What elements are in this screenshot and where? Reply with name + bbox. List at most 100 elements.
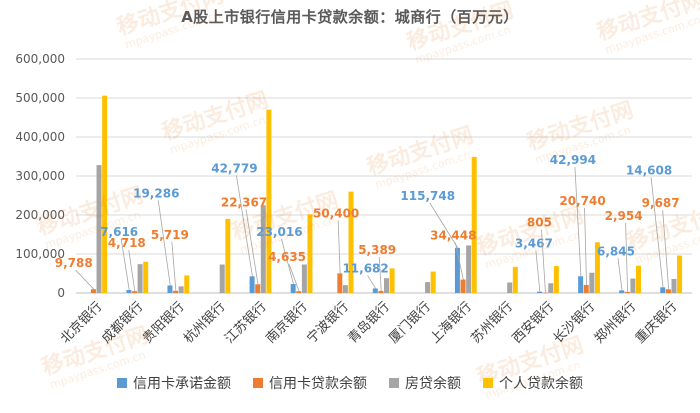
bar-重庆银行-2: [671, 278, 677, 293]
bar-江苏银行-3: [266, 109, 272, 293]
data-label-leader: [281, 238, 294, 285]
y-tick-label: 100,000: [15, 247, 65, 261]
data-label: 14,608: [626, 163, 672, 177]
y-tick-label: 0: [57, 286, 65, 300]
bar-郑州银行-1: [624, 291, 630, 293]
data-label-leader: [367, 275, 376, 289]
bar-杭州银行-2: [219, 264, 225, 293]
bar-成都银行-2: [137, 264, 143, 293]
data-label: 23,016: [256, 225, 302, 239]
y-tick-label: 200,000: [15, 208, 65, 222]
y-tick-label: 400,000: [15, 130, 65, 144]
data-label-leader: [245, 209, 259, 285]
bar-南京银行-3: [307, 214, 313, 293]
data-label-leader: [120, 238, 130, 291]
bar-宁波银行-1: [337, 273, 343, 293]
bar-贵阳银行-2: [178, 286, 184, 293]
bar-贵阳银行-3: [184, 275, 190, 293]
bar-江苏银行-0: [249, 276, 255, 293]
data-label: 9,788: [55, 256, 93, 270]
x-tick-label: 江苏银行: [222, 299, 270, 347]
data-label-leader: [454, 242, 464, 280]
x-tick-label: 厦门银行: [387, 299, 434, 346]
bar-长沙银行-3: [594, 242, 600, 293]
data-label: 7,616: [100, 225, 138, 239]
bar-上海银行-2: [466, 245, 472, 293]
data-label-leader: [584, 207, 587, 285]
data-label-leader: [128, 250, 136, 292]
data-label-leader: [378, 256, 382, 291]
bar-南京银行-0: [290, 284, 296, 293]
data-label-leader: [662, 210, 670, 290]
x-tick-label: 宁波银行: [304, 299, 352, 347]
legend-swatch: [253, 378, 263, 388]
bar-上海银行-0: [454, 247, 460, 293]
data-label-leader: [535, 250, 541, 292]
data-label-leader: [288, 264, 300, 292]
data-label: 11,682: [342, 261, 388, 275]
legend-item: 个人贷款余额: [483, 373, 583, 393]
data-label-leader: [541, 229, 546, 293]
bar-北京银行-1: [90, 289, 96, 293]
legend-item: 房贷余额: [389, 373, 461, 393]
data-label: 4,635: [268, 250, 306, 264]
legend-label: 个人贷款余额: [499, 376, 583, 392]
data-label-leader: [429, 202, 459, 249]
legend-swatch: [389, 378, 399, 388]
data-label-leader: [574, 167, 582, 277]
data-label: 805: [527, 216, 552, 230]
bar-青岛银行-1: [378, 290, 384, 293]
bar-江苏银行-2: [260, 205, 266, 293]
x-tick-label: 南京银行: [263, 299, 311, 347]
bar-杭州银行-3: [225, 218, 231, 293]
bar-北京银行-2: [96, 165, 102, 293]
legend-item: 信用卡贷款余额: [253, 373, 367, 393]
data-label-leader: [236, 175, 253, 277]
x-tick-label: 苏州银行: [468, 299, 516, 347]
bar-郑州银行-2: [630, 278, 636, 293]
legend-swatch: [483, 378, 493, 388]
bar-西安银行-2: [548, 283, 554, 293]
bar-北京银行-3: [102, 95, 108, 293]
bar-郑州银行-3: [636, 265, 641, 293]
data-label: 34,448: [430, 229, 476, 243]
legend-item: 信用卡承诺金额: [117, 373, 231, 393]
bar-重庆银行-1: [665, 289, 671, 293]
data-label-leader: [617, 258, 623, 291]
data-label-leader: [171, 241, 177, 291]
x-tick-label: 杭州银行: [181, 299, 228, 346]
data-label: 5,389: [358, 243, 396, 257]
data-label: 20,740: [559, 194, 605, 208]
bar-重庆银行-0: [660, 287, 666, 293]
x-tick-label: 重庆银行: [632, 299, 680, 347]
bar-成都银行-1: [132, 291, 137, 293]
x-tick-label: 青岛银行: [345, 299, 393, 347]
data-label: 22,367: [221, 195, 267, 209]
data-label: 19,286: [133, 186, 179, 200]
y-tick-label: 500,000: [15, 91, 65, 105]
data-label: 5,719: [151, 228, 189, 242]
data-label: 4,718: [108, 236, 146, 250]
chart-title: A股上市银行信用卡贷款余额：城商行（百万元）: [181, 8, 519, 26]
data-label: 6,845: [597, 244, 635, 258]
bar-贵阳银行-0: [167, 285, 173, 293]
bar-宁波银行-3: [348, 191, 354, 293]
data-label-leader: [650, 177, 664, 288]
bar-西安银行-3: [553, 266, 559, 293]
bar-厦门银行-3: [430, 271, 436, 293]
data-label-leader: [157, 200, 171, 286]
data-label: 3,467: [515, 237, 553, 251]
bar-厦门银行-2: [425, 282, 431, 293]
bar-上海银行-3: [471, 156, 477, 293]
bar-郑州银行-0: [619, 290, 625, 293]
data-label: 115,748: [400, 189, 455, 203]
bar-长沙银行-1: [583, 284, 589, 293]
data-label: 42,994: [550, 153, 596, 167]
data-label: 50,400: [313, 206, 359, 220]
data-label-leader: [337, 220, 341, 274]
bar-青岛银行-0: [372, 288, 378, 293]
